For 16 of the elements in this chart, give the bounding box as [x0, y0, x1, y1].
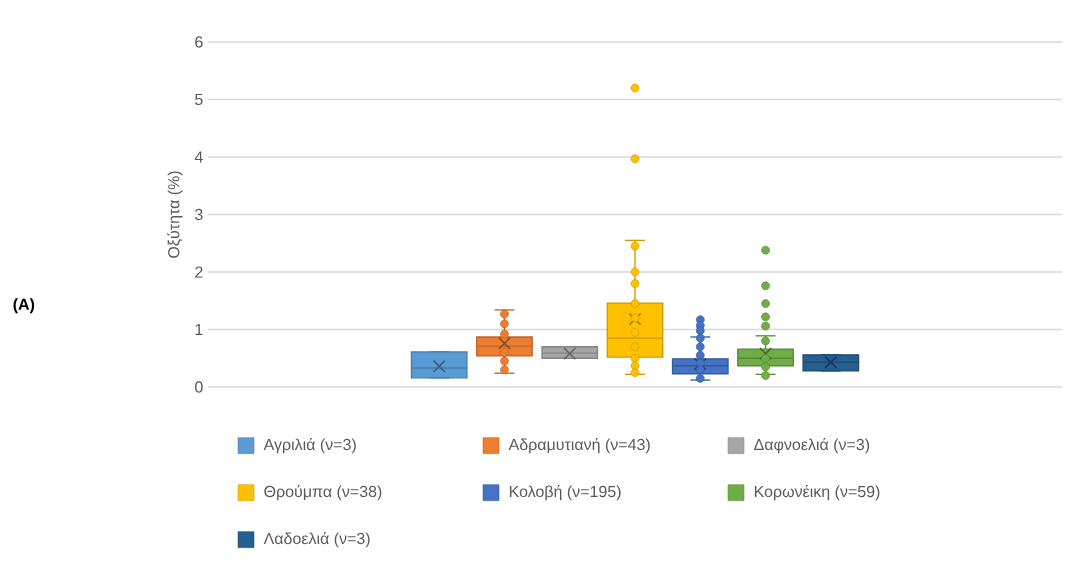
y-axis-title: Οξύτητα (%)	[167, 171, 183, 258]
y-tick-label: 5	[195, 93, 203, 106]
y-tick-label: 1	[195, 324, 203, 335]
legend-label: Θρούμπα (ν=38)	[264, 484, 382, 501]
legend-label: Κολοβή (ν=195)	[509, 484, 621, 501]
y-tick-label: 0	[195, 381, 203, 393]
y-tick-label: 2	[195, 266, 203, 278]
legend-label: Δαφνοελιά (ν=3)	[754, 437, 870, 454]
legend-label: Κορωνέικη (ν=59)	[754, 484, 880, 501]
y-tick-label: 3	[195, 208, 203, 221]
text: (A)	[13, 298, 35, 314]
y-tick-label: 6	[195, 36, 203, 48]
legend-label: Αδραμυτιανή (ν=43)	[508, 437, 650, 454]
legend-label: Αγριλιά (ν=3)	[263, 437, 356, 454]
y-tick-label: 4	[194, 151, 203, 163]
legend-label: Λαδοελιά (ν=3)	[263, 531, 370, 548]
